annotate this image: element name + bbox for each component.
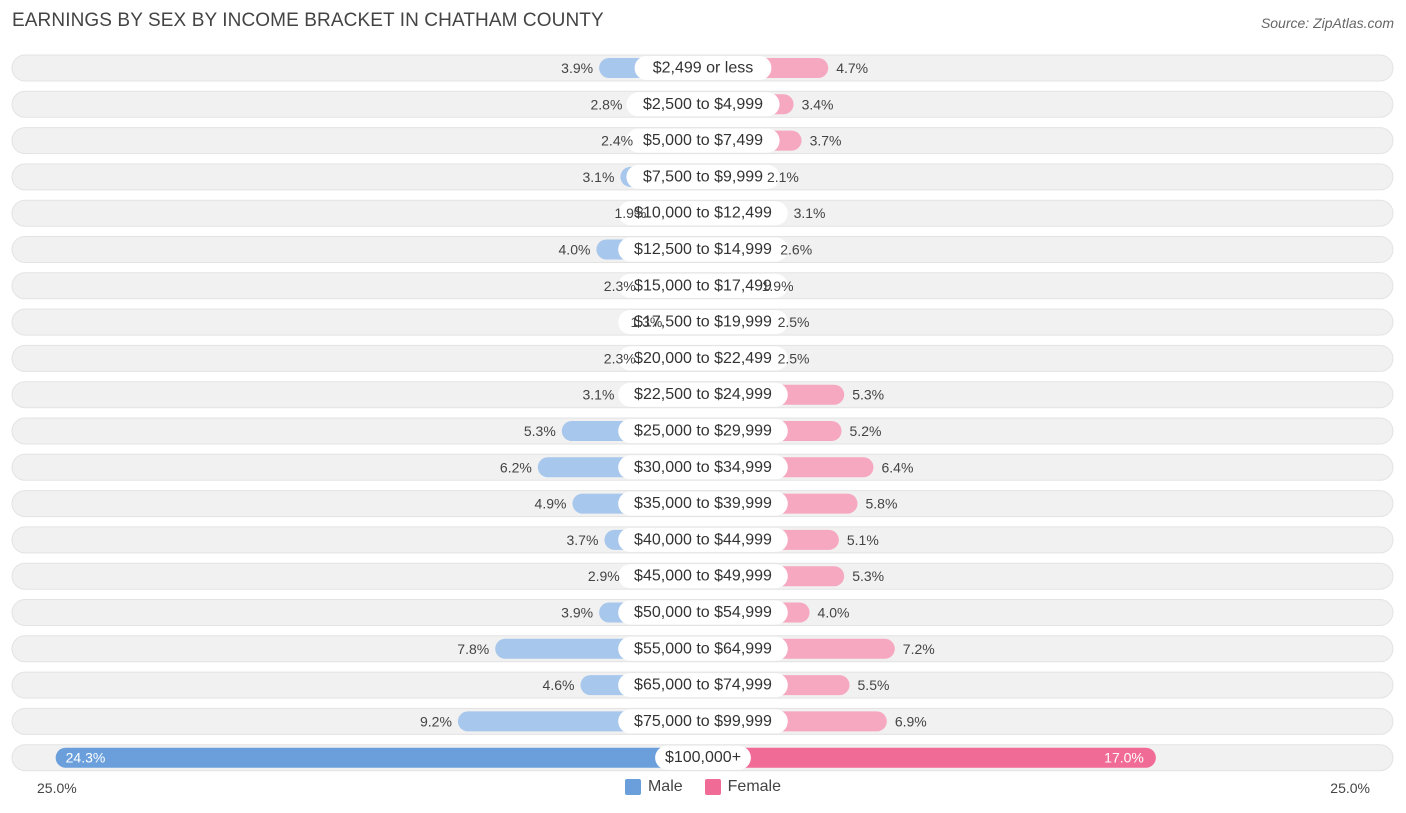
female-value-label: 6.9%	[895, 713, 927, 729]
female-value-label: 3.4%	[802, 96, 834, 112]
category-pill	[618, 419, 788, 443]
category-pill	[626, 128, 780, 153]
male-value-label: 2.8%	[590, 96, 622, 112]
male-value-label: 3.9%	[561, 605, 593, 621]
male-value-label: 2.3%	[604, 350, 636, 366]
category-label: $100,000+	[665, 749, 741, 766]
category-label: $25,000 to $29,999	[634, 423, 772, 440]
chart-title: EARNINGS BY SEX BY INCOME BRACKET IN CHA…	[12, 10, 604, 31]
female-value-label: 5.3%	[852, 568, 884, 584]
male-value-label: 2.9%	[588, 568, 620, 584]
female-value-label: 5.8%	[866, 496, 898, 512]
male-value-label: 4.9%	[535, 496, 567, 512]
category-label: $45,000 to $49,999	[634, 568, 772, 585]
female-value-label: 2.1%	[767, 169, 799, 185]
legend: Male Female	[0, 778, 1406, 796]
category-pill	[618, 600, 788, 625]
category-pill	[618, 455, 788, 480]
category-label: $15,000 to $17,499	[634, 277, 772, 294]
category-pill	[655, 745, 751, 770]
category-label: $12,500 to $14,999	[634, 241, 772, 258]
category-label: $55,000 to $64,999	[634, 640, 772, 657]
category-pill	[618, 346, 788, 371]
category-label: $50,000 to $54,999	[634, 604, 772, 621]
female-value-label: 5.5%	[858, 677, 890, 693]
category-pill	[626, 92, 780, 117]
category-pill	[618, 310, 788, 335]
category-pill	[618, 673, 788, 698]
category-pill	[634, 56, 772, 80]
category-label: $5,000 to $7,499	[643, 132, 763, 149]
category-pill	[618, 201, 788, 226]
female-value-label: 2.6%	[780, 242, 812, 258]
male-bar	[55, 747, 703, 768]
category-pill	[618, 382, 788, 407]
female-value-label: 5.1%	[847, 532, 879, 548]
category-pill	[618, 491, 788, 516]
category-pill	[618, 527, 788, 552]
category-pill	[618, 237, 788, 262]
male-value-label: 24.3%	[66, 750, 106, 766]
legend-item-male[interactable]: Male	[624, 778, 683, 796]
male-value-label: 9.2%	[420, 713, 452, 729]
category-label: $20,000 to $22,499	[634, 350, 772, 367]
female-value-label: 4.0%	[818, 605, 850, 621]
female-value-label: 6.4%	[881, 459, 913, 475]
category-pill	[618, 564, 788, 589]
category-label: $2,500 to $4,999	[643, 96, 763, 113]
male-value-label: 5.3%	[524, 423, 556, 439]
male-value-label: 7.8%	[457, 641, 489, 657]
female-value-label: 1.9%	[762, 278, 794, 294]
category-label: $7,500 to $9,999	[643, 168, 763, 185]
category-label: $75,000 to $99,999	[634, 713, 772, 730]
source-label: Source: ZipAtlas.com	[1260, 15, 1394, 31]
axis-left-label: 25.0%	[37, 780, 77, 796]
female-value-label: 3.1%	[794, 205, 826, 221]
female-swatch-icon	[704, 779, 721, 795]
category-pill	[618, 709, 788, 734]
category-label: $65,000 to $74,999	[634, 677, 772, 694]
category-pill	[618, 273, 788, 298]
male-value-label: 4.6%	[543, 677, 575, 693]
female-bar	[703, 747, 1156, 768]
male-value-label: 1.3%	[630, 314, 662, 330]
legend-item-female[interactable]: Female	[704, 778, 782, 796]
female-value-label: 2.5%	[778, 350, 810, 366]
male-value-label: 3.1%	[582, 169, 614, 185]
female-value-label: 7.2%	[903, 641, 935, 657]
category-pill	[626, 164, 780, 189]
male-value-label: 3.1%	[582, 387, 614, 403]
male-value-label: 6.2%	[500, 459, 532, 475]
male-value-label: 2.3%	[604, 278, 636, 294]
category-label: $22,500 to $24,999	[634, 386, 772, 403]
legend-male-label: Male	[647, 778, 683, 795]
male-value-label: 3.9%	[561, 60, 593, 76]
female-value-label: 2.5%	[778, 314, 810, 330]
category-label: $17,500 to $19,999	[634, 314, 772, 331]
category-label: $35,000 to $39,999	[634, 495, 772, 512]
category-pill	[618, 636, 788, 661]
legend-female-label: Female	[727, 778, 782, 795]
category-label: $10,000 to $12,499	[634, 205, 772, 222]
male-swatch-icon	[624, 779, 641, 795]
male-value-label: 3.7%	[567, 532, 599, 548]
female-value-label: 5.3%	[852, 387, 884, 403]
category-label: $40,000 to $44,999	[634, 531, 772, 548]
male-value-label: 4.0%	[559, 242, 591, 258]
female-value-label: 17.0%	[1104, 750, 1144, 766]
male-value-label: 2.4%	[601, 133, 633, 149]
category-label: $2,499 or less	[653, 60, 754, 77]
category-label: $30,000 to $34,999	[634, 459, 772, 476]
female-value-label: 5.2%	[850, 423, 882, 439]
axis-right-label: 25.0%	[1330, 780, 1370, 796]
female-value-label: 4.7%	[836, 60, 868, 76]
female-value-label: 3.7%	[810, 133, 842, 149]
male-value-label: 1.9%	[614, 205, 646, 221]
